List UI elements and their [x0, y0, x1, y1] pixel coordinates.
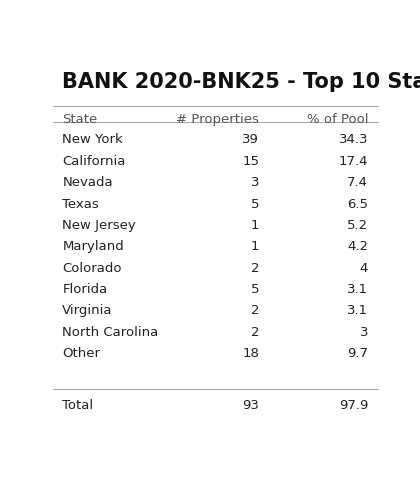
Text: 1: 1: [251, 240, 259, 253]
Text: 17.4: 17.4: [339, 155, 368, 168]
Text: State: State: [62, 113, 97, 126]
Text: 3.1: 3.1: [347, 304, 368, 318]
Text: Texas: Texas: [62, 198, 99, 210]
Text: 93: 93: [242, 398, 259, 412]
Text: 4: 4: [360, 262, 368, 275]
Text: % of Pool: % of Pool: [307, 113, 368, 126]
Text: 5: 5: [251, 198, 259, 210]
Text: 3: 3: [251, 176, 259, 189]
Text: 1: 1: [251, 219, 259, 232]
Text: # Properties: # Properties: [176, 113, 259, 126]
Text: 3: 3: [360, 326, 368, 339]
Text: Florida: Florida: [62, 283, 108, 296]
Text: 97.9: 97.9: [339, 398, 368, 412]
Text: Maryland: Maryland: [62, 240, 124, 253]
Text: BANK 2020-BNK25 - Top 10 States: BANK 2020-BNK25 - Top 10 States: [62, 72, 420, 92]
Text: 15: 15: [242, 155, 259, 168]
Text: 2: 2: [251, 326, 259, 339]
Text: 2: 2: [251, 262, 259, 275]
Text: 39: 39: [242, 133, 259, 147]
Text: Other: Other: [62, 347, 100, 360]
Text: 7.4: 7.4: [347, 176, 368, 189]
Text: 34.3: 34.3: [339, 133, 368, 147]
Text: Nevada: Nevada: [62, 176, 113, 189]
Text: New Jersey: New Jersey: [62, 219, 136, 232]
Text: 6.5: 6.5: [347, 198, 368, 210]
Text: 5: 5: [251, 283, 259, 296]
Text: Virginia: Virginia: [62, 304, 113, 318]
Text: 9.7: 9.7: [347, 347, 368, 360]
Text: Colorado: Colorado: [62, 262, 122, 275]
Text: 3.1: 3.1: [347, 283, 368, 296]
Text: 2: 2: [251, 304, 259, 318]
Text: Total: Total: [62, 398, 93, 412]
Text: New York: New York: [62, 133, 123, 147]
Text: California: California: [62, 155, 126, 168]
Text: 4.2: 4.2: [347, 240, 368, 253]
Text: North Carolina: North Carolina: [62, 326, 158, 339]
Text: 18: 18: [242, 347, 259, 360]
Text: 5.2: 5.2: [347, 219, 368, 232]
